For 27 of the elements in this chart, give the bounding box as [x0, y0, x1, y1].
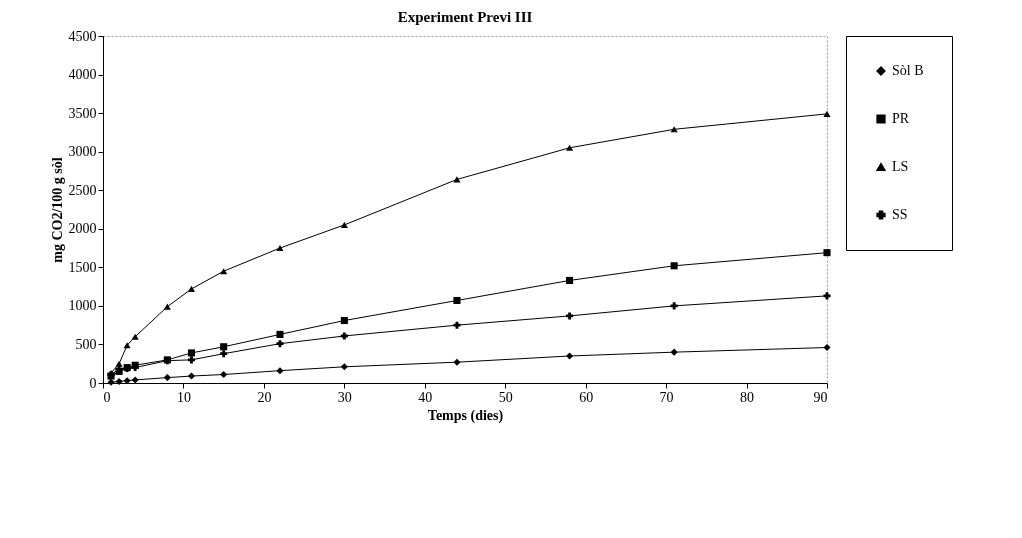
y-tick-label: 3500 [68, 105, 97, 121]
y-tick-label: 500 [75, 336, 97, 352]
legend-label: LS [892, 159, 909, 174]
x-tick-label: 10 [176, 389, 191, 405]
x-tick-label: 90 [813, 389, 828, 405]
y-tick-label: 1000 [68, 298, 97, 314]
x-tick-label: 20 [257, 389, 272, 405]
x-tick-label: 80 [740, 389, 755, 405]
y-tick-label: 3000 [68, 144, 97, 160]
y-tick-label: 2500 [68, 182, 97, 198]
y-tick-label: 0 [89, 375, 97, 391]
x-tick-label: 40 [418, 389, 433, 405]
x-axis-title: Temps (dies) [427, 407, 504, 424]
x-tick-label: 30 [337, 389, 352, 405]
y-axis-title: mg CO2/100 g sòl [49, 157, 65, 263]
y-tick-label: 1500 [68, 259, 97, 275]
y-tick-label: 2000 [68, 221, 97, 237]
legend-label: Sòl B [892, 63, 924, 78]
chart-title: Experiment Previ III [397, 9, 533, 25]
y-tick-label: 4500 [68, 28, 97, 44]
x-tick-label: 0 [103, 389, 111, 405]
legend-label: SS [892, 207, 908, 222]
x-tick-label: 70 [659, 389, 674, 405]
x-tick-label: 60 [579, 389, 594, 405]
legend-label: PR [892, 111, 910, 126]
y-tick-label: 4000 [68, 67, 97, 83]
x-tick-label: 50 [498, 389, 513, 405]
